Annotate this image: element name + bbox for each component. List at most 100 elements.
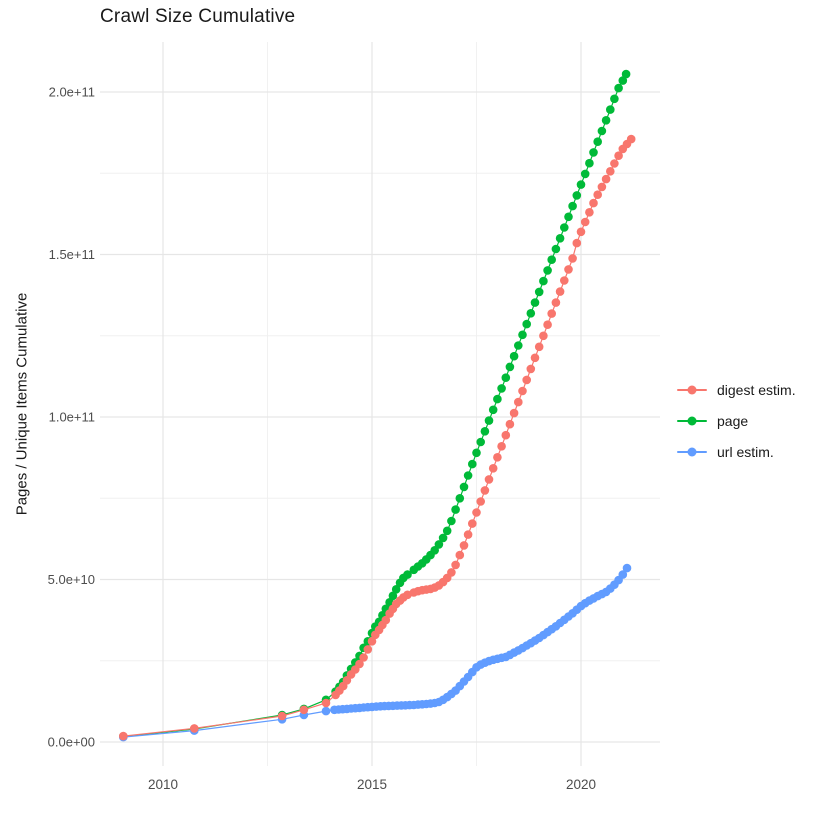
data-point — [551, 298, 561, 307]
legend-key-icon — [676, 445, 708, 459]
data-point — [618, 76, 628, 85]
data-point — [119, 731, 128, 741]
data-point — [480, 486, 490, 495]
legend-item-digest-estim-: digest estim. — [676, 374, 796, 405]
data-point — [601, 116, 611, 125]
x-tick-label: 2010 — [148, 777, 178, 792]
legend: digest estim. page url estim. — [676, 374, 796, 467]
data-point — [606, 105, 615, 114]
data-point — [509, 351, 519, 361]
data-point — [299, 705, 309, 715]
data-point — [459, 482, 469, 492]
data-point — [359, 653, 368, 662]
x-tick-label: 2015 — [357, 777, 387, 792]
data-point — [622, 563, 632, 573]
data-point — [321, 698, 331, 708]
data-point — [514, 341, 523, 350]
data-point — [618, 570, 628, 579]
data-point — [568, 201, 577, 211]
data-point — [447, 516, 456, 526]
data-point — [564, 265, 573, 274]
data-point — [497, 384, 506, 393]
legend-key-icon — [676, 414, 708, 428]
data-point — [514, 397, 523, 407]
data-point — [593, 137, 602, 146]
data-point — [589, 148, 598, 157]
data-point — [580, 217, 590, 227]
legend-label: digest estim. — [717, 381, 796, 398]
data-point — [585, 208, 594, 217]
data-point — [601, 174, 611, 184]
data-point — [451, 505, 460, 514]
data-point — [484, 416, 494, 425]
data-point — [493, 394, 502, 404]
data-point — [547, 309, 556, 318]
data-point — [476, 437, 486, 447]
data-point — [530, 353, 540, 363]
data-point — [580, 169, 590, 179]
data-point — [385, 598, 394, 607]
data-point — [526, 364, 536, 374]
data-point — [576, 180, 586, 189]
data-point — [388, 591, 398, 601]
data-point — [597, 126, 607, 136]
data-point — [621, 69, 631, 79]
data-point — [463, 471, 473, 480]
data-point — [505, 362, 515, 372]
data-point — [530, 298, 540, 307]
data-point — [555, 287, 565, 296]
data-point — [190, 724, 199, 733]
data-point — [526, 309, 536, 318]
data-point — [321, 706, 331, 716]
x-tick-label: 2020 — [566, 777, 596, 792]
data-point — [434, 540, 444, 549]
data-point — [391, 585, 401, 594]
data-point — [367, 637, 377, 646]
legend-item-url-estim-: url estim. — [676, 436, 796, 467]
data-point — [455, 550, 465, 560]
data-point — [593, 190, 602, 199]
y-tick-label: 1.0e+11 — [49, 410, 95, 425]
legend-item-page: page — [676, 405, 796, 436]
data-point — [614, 83, 623, 93]
data-point — [403, 570, 412, 579]
data-point — [447, 568, 456, 577]
data-point — [509, 408, 519, 418]
data-point — [522, 375, 531, 385]
data-point — [555, 234, 565, 243]
data-point — [534, 342, 544, 352]
data-point — [484, 475, 494, 484]
y-tick-label: 5.0e+10 — [48, 572, 95, 587]
data-point — [442, 526, 452, 536]
data-point — [518, 330, 527, 340]
data-point — [610, 94, 619, 104]
data-point — [493, 453, 502, 462]
data-point — [438, 533, 448, 543]
data-point — [585, 158, 594, 168]
data-point — [480, 427, 490, 436]
data-point — [572, 191, 582, 200]
data-point — [505, 419, 515, 429]
legend-label: page — [717, 412, 749, 429]
data-point — [560, 276, 569, 285]
data-point — [610, 159, 619, 168]
data-point — [363, 645, 373, 654]
data-point — [488, 464, 498, 473]
data-point — [564, 212, 573, 222]
data-point — [472, 508, 481, 517]
data-point — [543, 266, 552, 275]
data-point — [468, 519, 477, 528]
data-point — [501, 373, 511, 383]
legend-label: url estim. — [717, 443, 774, 460]
data-point — [539, 331, 548, 341]
data-point — [614, 151, 623, 160]
data-point — [468, 459, 477, 469]
data-point — [576, 227, 586, 237]
data-point — [463, 530, 473, 539]
data-point — [543, 320, 552, 330]
series-line-url-estim- — [123, 567, 628, 738]
data-point — [539, 276, 548, 286]
data-point — [501, 430, 511, 440]
data-point — [589, 198, 598, 208]
